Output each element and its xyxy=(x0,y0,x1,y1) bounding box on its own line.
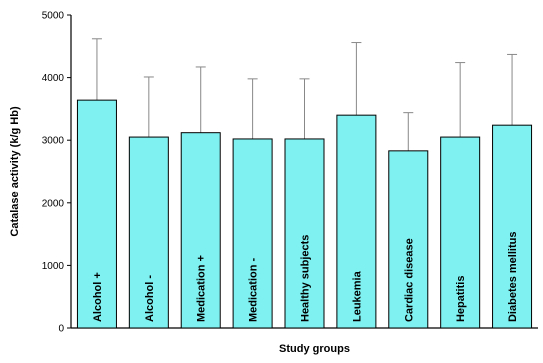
bar-category-label: Healthy subjects xyxy=(300,235,312,322)
y-tick-label: 0 xyxy=(58,324,64,335)
bar-category-label: Cardiac disease xyxy=(403,238,415,322)
bar-category-label: Alcohol - xyxy=(144,275,156,322)
y-axis-title: Catalase activity (k/g Hb) xyxy=(9,106,21,237)
bar xyxy=(492,124,533,329)
bar xyxy=(284,138,325,329)
error-bars-group xyxy=(91,38,518,151)
bar-category-label: Leukemia xyxy=(351,270,363,322)
bar xyxy=(232,138,273,329)
bar xyxy=(336,114,377,329)
y-tick-label: 2000 xyxy=(42,198,65,209)
bar xyxy=(388,150,429,329)
x-axis-title: Study groups xyxy=(279,343,350,355)
bar-labels-group: Alcohol + Alcohol - Medication + Medication… xyxy=(92,232,519,322)
y-tick-label: 1000 xyxy=(42,261,65,272)
bar xyxy=(128,136,169,329)
bar-category-label: Diabetes mellitus xyxy=(507,232,519,322)
bar-category-label: Medication + xyxy=(196,255,208,322)
bar xyxy=(180,132,221,329)
y-ticks-group: 0 1000 2000 3000 4000 5000 xyxy=(42,11,71,335)
bar-category-label: Hepatitis xyxy=(455,276,467,322)
bar-category-label: Medication - xyxy=(248,257,260,322)
y-tick-label: 5000 xyxy=(42,11,65,22)
bars-group xyxy=(76,99,533,329)
bar-category-label: Alcohol + xyxy=(92,272,104,322)
bar xyxy=(440,136,481,329)
y-tick-label: 4000 xyxy=(42,73,65,84)
y-tick-label: 3000 xyxy=(42,136,65,147)
bar xyxy=(76,99,117,329)
